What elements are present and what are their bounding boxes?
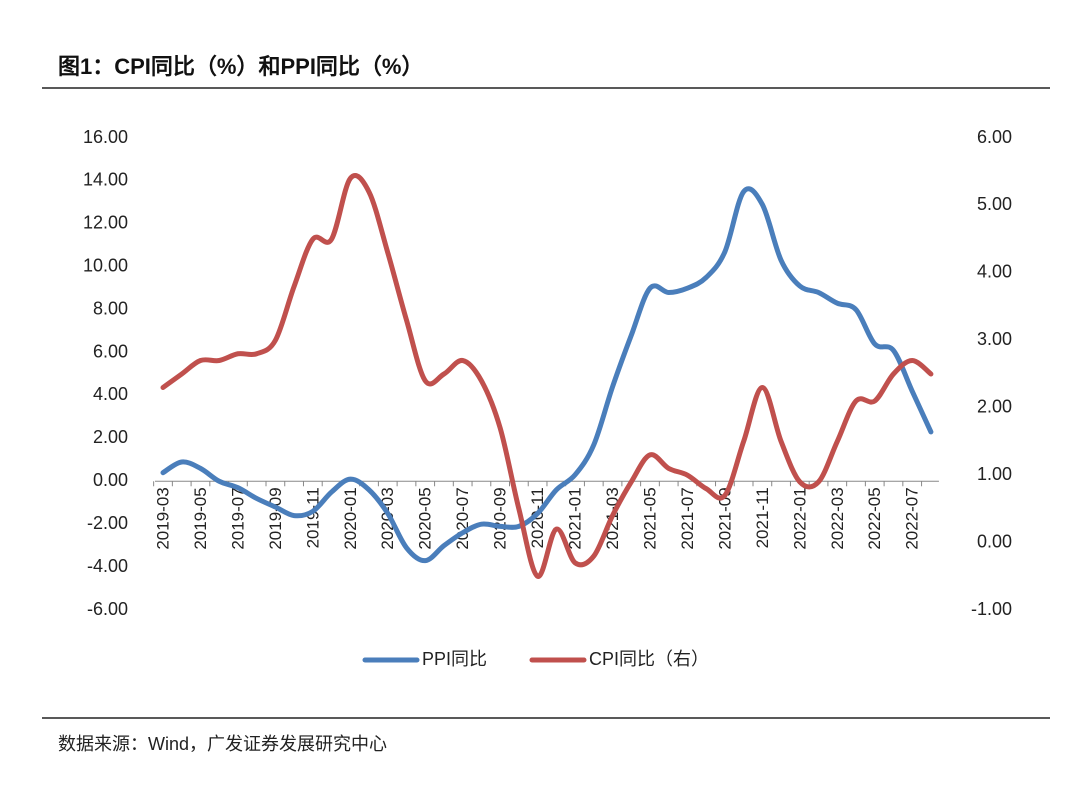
x-tick-label: 2019-07 (228, 487, 247, 549)
y-tick-label: 10.00 (83, 255, 128, 275)
y2-tick-label: 5.00 (977, 194, 1012, 214)
y-tick-label: 12.00 (83, 213, 128, 233)
y-tick-label: 16.00 (83, 127, 128, 147)
x-tick-label: 2022-01 (790, 487, 809, 549)
x-tick-label: 2019-05 (191, 487, 210, 549)
x-tick-label: 2021-11 (753, 487, 772, 548)
x-tick-label: 2021-09 (715, 487, 734, 549)
y-tick-label: 6.00 (93, 341, 128, 361)
y2-tick-label: 1.00 (977, 464, 1012, 484)
x-tick-label: 2019-11 (303, 487, 322, 548)
x-tick-label: 2021-01 (566, 487, 585, 549)
y2-tick-label: 2.00 (977, 396, 1012, 416)
x-tick-label: 2019-09 (266, 487, 285, 549)
y-tick-label: 4.00 (93, 384, 128, 404)
x-tick-label: 2020-09 (491, 487, 510, 549)
chart-title: 图1：CPI同比（%）和PPI同比（%） (58, 54, 424, 79)
x-tick-label: 2020-11 (528, 487, 547, 548)
x-tick-label: 2021-07 (678, 487, 697, 549)
y-tick-label: 14.00 (83, 170, 128, 190)
legend-label: PPI同比 (422, 649, 487, 669)
series-line (160, 186, 934, 564)
x-tick-label: 2020-03 (378, 487, 397, 549)
y2-tick-label: -1.00 (971, 599, 1012, 619)
x-tick-label: 2020-07 (453, 487, 472, 549)
y2-tick-label: 4.00 (977, 262, 1012, 282)
x-tick-label: 2019-03 (153, 487, 172, 549)
legend-label: CPI同比（右） (589, 649, 709, 669)
y-tick-label: 2.00 (93, 427, 128, 447)
y-tick-label: -4.00 (87, 556, 128, 576)
x-tick-label: 2020-01 (341, 487, 360, 549)
y-tick-label: 0.00 (93, 470, 128, 490)
x-tick-label: 2021-05 (640, 487, 659, 549)
y-tick-label: 8.00 (93, 298, 128, 318)
source: 数据来源：Wind，广发证券发展研究中心 (58, 734, 387, 754)
x-tick-label: 2022-03 (828, 487, 847, 549)
x-tick-label: 2020-05 (416, 487, 435, 549)
y2-tick-label: 6.00 (977, 127, 1012, 147)
series-line (160, 173, 934, 579)
x-tick-label: 2022-05 (865, 487, 884, 549)
x-tick-label: 2022-07 (903, 487, 922, 549)
y-tick-label: -2.00 (87, 513, 128, 533)
y-tick-label: -6.00 (87, 599, 128, 619)
y2-tick-label: 0.00 (977, 531, 1012, 551)
y2-tick-label: 3.00 (977, 329, 1012, 349)
